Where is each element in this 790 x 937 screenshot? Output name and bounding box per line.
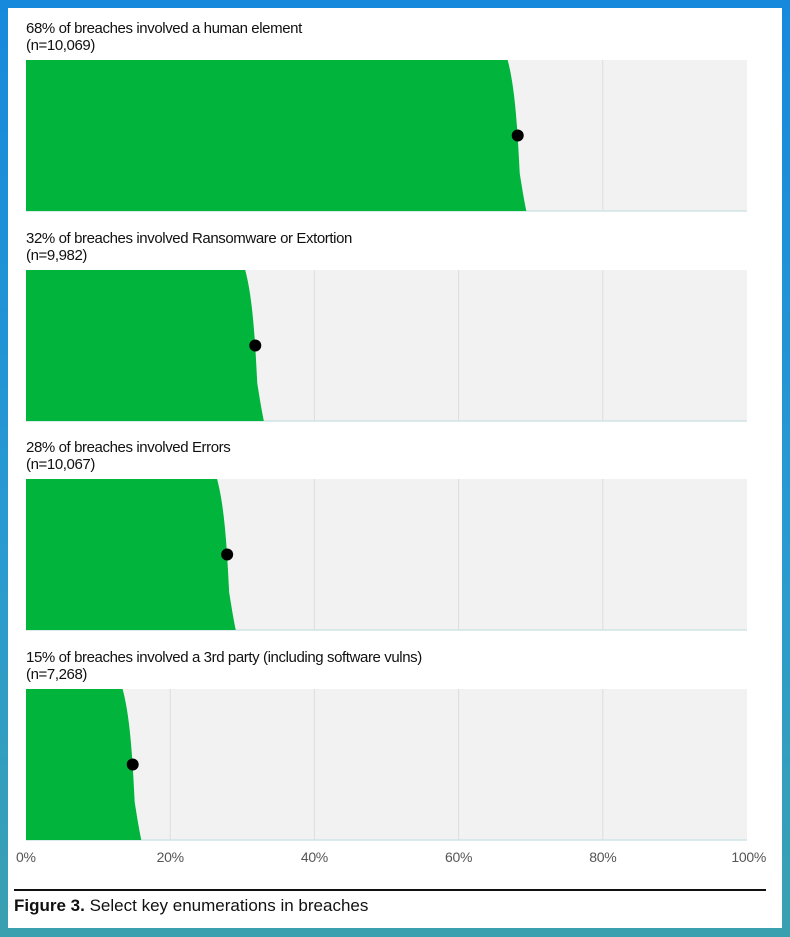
- panel-n-label: (n=9,982): [26, 247, 87, 264]
- estimate-dot: [221, 548, 234, 561]
- panel-n-label: (n=10,069): [26, 37, 95, 54]
- panel-n-label: (n=7,268): [26, 666, 87, 683]
- bar: [26, 270, 264, 421]
- x-tick-label: 80%: [589, 849, 616, 865]
- panel-title: 68% of breaches involved a human element: [26, 20, 303, 37]
- panel-title: 15% of breaches involved a 3rd party (in…: [26, 649, 422, 666]
- x-tick-label: 20%: [157, 849, 184, 865]
- caption-text: Select key enumerations in breaches: [89, 896, 369, 915]
- x-tick-label: 60%: [445, 849, 472, 865]
- bar: [26, 60, 527, 211]
- caption-rule: [14, 889, 766, 891]
- figure-caption: Figure 3. Select key enumerations in bre…: [14, 896, 368, 916]
- estimate-dot: [126, 758, 139, 771]
- panel-background: [26, 689, 747, 840]
- bar: [26, 689, 142, 840]
- bar: [26, 479, 236, 630]
- panel-n-label: (n=10,067): [26, 456, 95, 473]
- x-tick-label: 0%: [16, 849, 36, 865]
- estimate-dot: [511, 129, 524, 142]
- panel-title: 32% of breaches involved Ransomware or E…: [26, 230, 352, 247]
- estimate-dot: [249, 339, 262, 352]
- panel-title: 28% of breaches involved Errors: [26, 439, 230, 456]
- x-tick-label: 40%: [301, 849, 328, 865]
- x-tick-label: 100%: [731, 849, 766, 865]
- caption-label: Figure 3.: [14, 896, 85, 915]
